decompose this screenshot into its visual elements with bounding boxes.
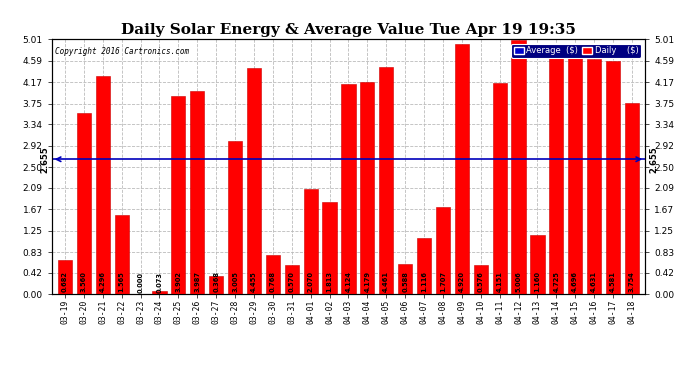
Text: 4.179: 4.179	[364, 272, 371, 292]
Text: 4.461: 4.461	[383, 272, 389, 292]
Text: 3.560: 3.560	[81, 272, 87, 292]
Text: 4.581: 4.581	[610, 272, 616, 292]
Bar	[531, 236, 544, 294]
Bar	[473, 265, 488, 294]
Bar	[417, 238, 431, 294]
Text: 2.070: 2.070	[308, 272, 314, 292]
Bar	[455, 44, 469, 294]
Text: 0.768: 0.768	[270, 272, 276, 292]
Title: Daily Solar Energy & Average Value Tue Apr 19 19:35: Daily Solar Energy & Average Value Tue A…	[121, 23, 576, 37]
Text: 1.565: 1.565	[119, 272, 125, 292]
Text: 0.576: 0.576	[477, 272, 484, 292]
Legend: Average  ($), Daily    ($): Average ($), Daily ($)	[511, 44, 641, 57]
Bar	[493, 83, 506, 294]
Bar	[266, 255, 280, 294]
Text: 0.588: 0.588	[402, 272, 408, 292]
Text: 0.682: 0.682	[62, 272, 68, 292]
Bar	[247, 68, 261, 294]
Bar	[360, 82, 375, 294]
Bar	[398, 264, 412, 294]
Bar	[285, 266, 299, 294]
Bar	[342, 84, 355, 294]
Bar	[96, 76, 110, 294]
Bar	[511, 40, 526, 294]
Bar	[625, 103, 639, 294]
Text: 0.073: 0.073	[157, 272, 162, 293]
Text: 0.000: 0.000	[137, 272, 144, 293]
Text: 3.005: 3.005	[232, 272, 238, 292]
Text: 1.160: 1.160	[535, 272, 540, 292]
Bar	[209, 276, 224, 294]
Bar	[77, 113, 91, 294]
Text: 0.368: 0.368	[213, 272, 219, 292]
Text: 1.813: 1.813	[326, 272, 333, 292]
Bar	[436, 207, 450, 294]
Bar	[304, 189, 317, 294]
Text: 0.570: 0.570	[288, 272, 295, 292]
Text: Copyright 2016 Cartronics.com: Copyright 2016 Cartronics.com	[55, 47, 189, 56]
Text: 4.725: 4.725	[553, 272, 560, 292]
Text: 4.124: 4.124	[346, 272, 351, 292]
Text: 4.296: 4.296	[100, 272, 106, 292]
Bar	[58, 260, 72, 294]
Bar	[568, 56, 582, 294]
Bar	[380, 68, 393, 294]
Text: 4.696: 4.696	[572, 272, 578, 292]
Text: 1.707: 1.707	[440, 272, 446, 292]
Bar	[587, 58, 601, 294]
Bar	[190, 92, 204, 294]
Text: 3.987: 3.987	[195, 272, 200, 292]
Text: 4.455: 4.455	[251, 272, 257, 292]
Bar	[171, 96, 186, 294]
Text: 5.006: 5.006	[515, 272, 522, 292]
Text: 4.631: 4.631	[591, 272, 597, 292]
Bar	[152, 291, 166, 294]
Text: 4.151: 4.151	[497, 272, 502, 292]
Text: 3.902: 3.902	[175, 272, 181, 292]
Text: 3.754: 3.754	[629, 272, 635, 292]
Bar	[115, 215, 129, 294]
Text: 2.655: 2.655	[649, 146, 658, 172]
Bar	[549, 54, 564, 294]
Bar	[228, 141, 242, 294]
Text: 4.920: 4.920	[459, 272, 465, 292]
Bar	[606, 61, 620, 294]
Bar	[322, 202, 337, 294]
Text: 2.655: 2.655	[41, 146, 50, 172]
Text: 1.116: 1.116	[421, 272, 427, 292]
